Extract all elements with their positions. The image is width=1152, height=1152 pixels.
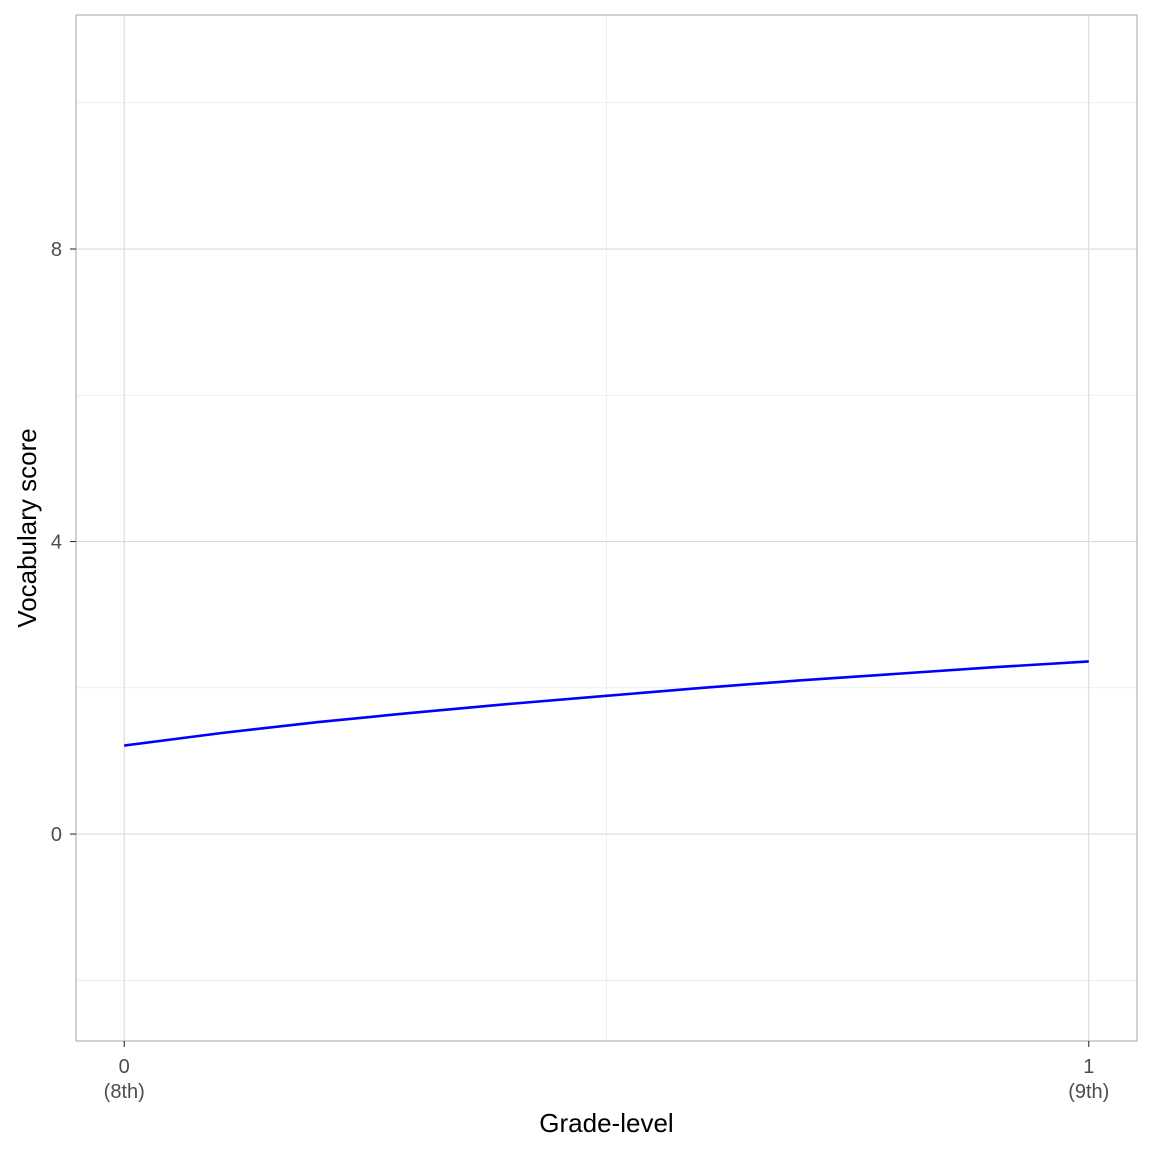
y-tick-label: 0 — [51, 824, 62, 846]
y-tick-label: 4 — [51, 532, 62, 554]
series-line — [124, 660, 1089, 747]
y-tick-label: 8 — [51, 239, 62, 261]
y-axis-title: Vocabulary score — [12, 428, 42, 627]
x-tick-label: 1 — [1083, 1056, 1094, 1078]
y-axis-ticks: 0 4 8 — [51, 239, 76, 846]
x-tick-sublabel: (9th) — [1068, 1081, 1109, 1103]
x-tick-sublabel: (8th) — [104, 1081, 145, 1103]
series-layer — [124, 660, 1089, 747]
x-tick-label: 0 — [119, 1056, 130, 1078]
major-gridlines — [76, 15, 1137, 1041]
panel-border — [75, 14, 1138, 1042]
minor-gridlines — [76, 15, 1137, 1041]
x-axis-ticks: 0 (8th) 1 (9th) — [104, 1041, 1109, 1103]
x-axis-title: Grade-level — [539, 1108, 673, 1138]
